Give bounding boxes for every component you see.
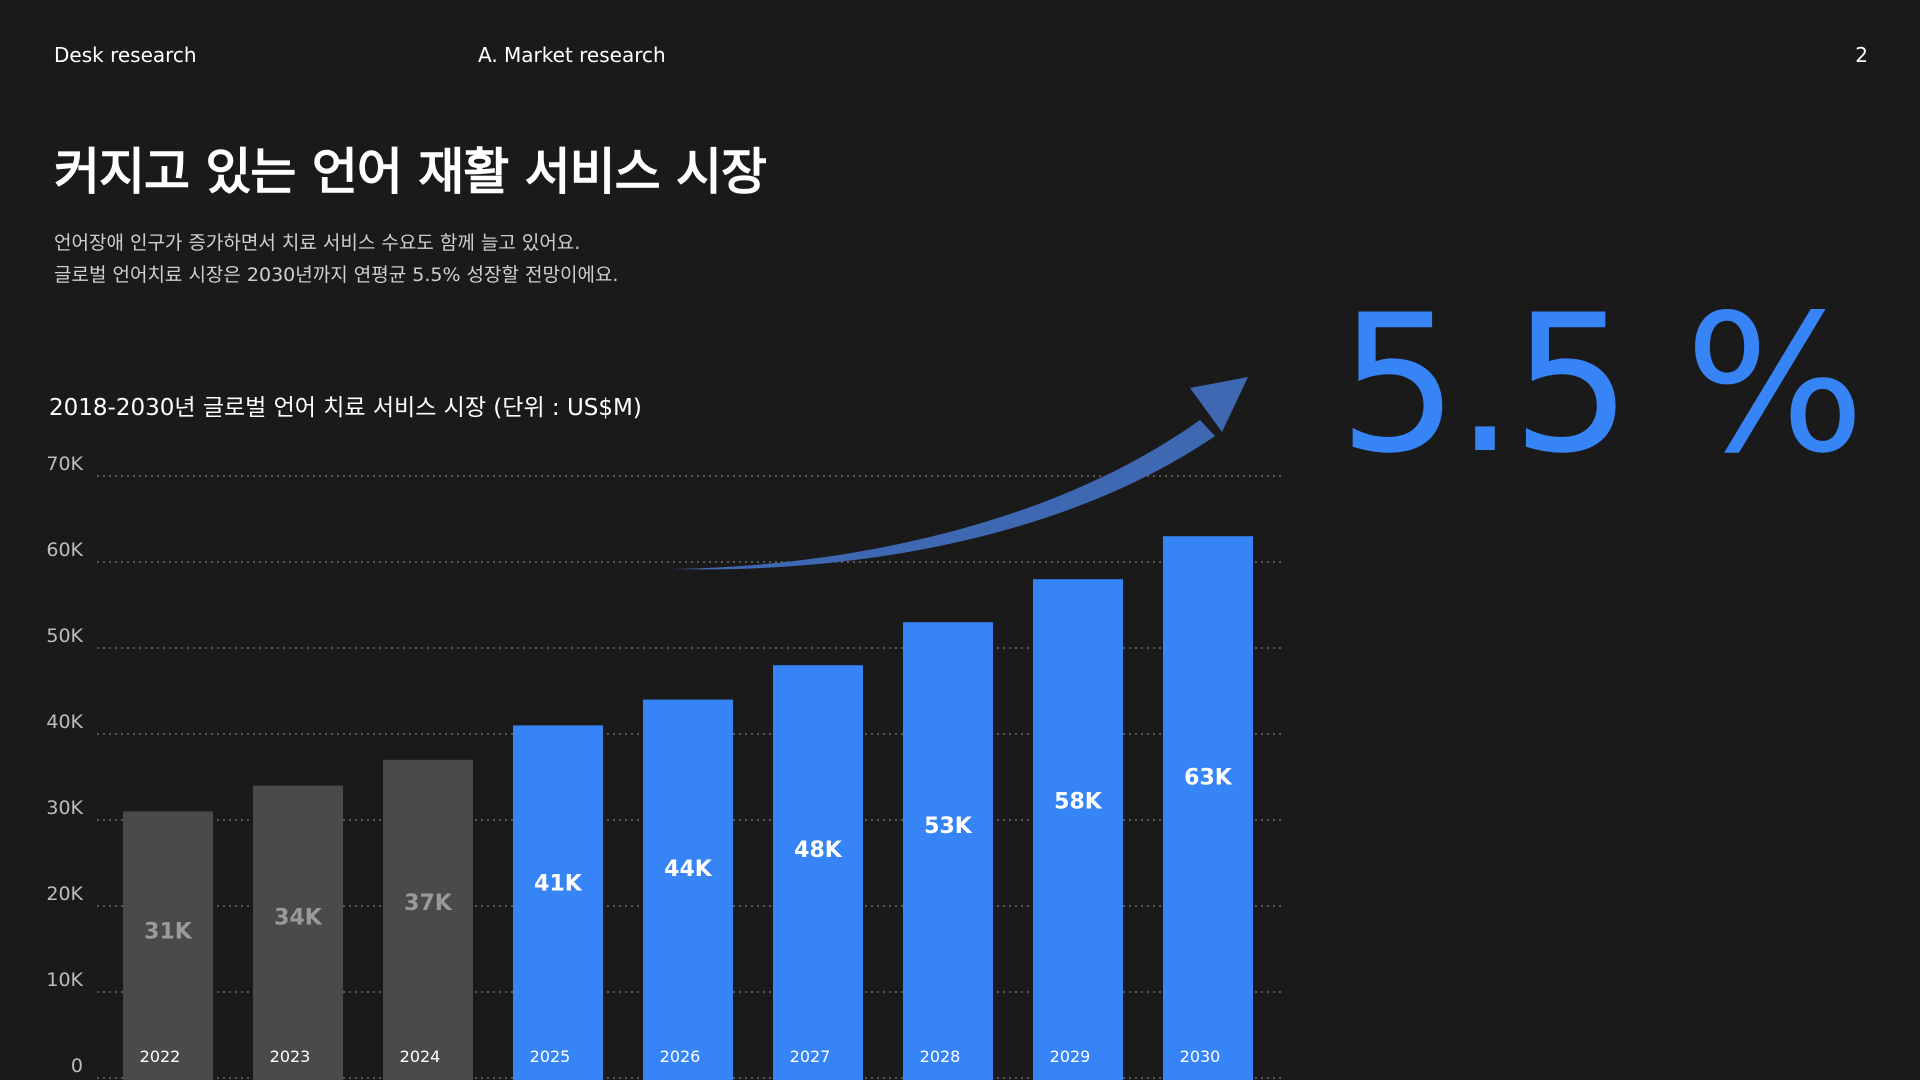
y-tick-label: 60K bbox=[46, 539, 83, 561]
y-tick-label: 20K bbox=[46, 883, 83, 905]
x-axis-tick-labels: 2022 2023 2024 2025 2026 2027 2028 2029 2030 bbox=[140, 1047, 1221, 1066]
x-tick-label-2030: 2030 bbox=[1180, 1047, 1221, 1066]
data-label-2030: 63K bbox=[1184, 766, 1233, 791]
description: 언어장애 인구가 증가하면서 치료 서비스 수요도 함께 늘고 있어요. 글로벌… bbox=[54, 227, 618, 291]
y-tick-label: 10K bbox=[46, 969, 83, 991]
page-number: 2 bbox=[1855, 43, 1868, 67]
data-label-2022: 31K bbox=[144, 920, 193, 945]
header-desk-research: Desk research bbox=[54, 43, 197, 67]
y-axis-tick-labels: 0 10K 20K 30K 40K 50K 60K 70K bbox=[46, 453, 83, 1077]
y-tick-label: 40K bbox=[46, 711, 83, 733]
data-label-2028: 53K bbox=[924, 814, 973, 839]
bar-2023 bbox=[253, 785, 343, 1080]
bar-2026 bbox=[643, 699, 733, 1080]
y-tick-label: 50K bbox=[46, 625, 83, 647]
description-line-1: 언어장애 인구가 증가하면서 치료 서비스 수요도 함께 늘고 있어요. bbox=[54, 232, 581, 254]
bar-2030 bbox=[1163, 536, 1253, 1080]
header-section: A. Market research bbox=[478, 43, 666, 67]
bar-2027 bbox=[773, 665, 863, 1080]
x-tick-label-2024: 2024 bbox=[400, 1047, 441, 1066]
data-label-2029: 58K bbox=[1054, 790, 1103, 815]
bar-2022 bbox=[123, 811, 213, 1080]
growth-arrow-head bbox=[1190, 377, 1248, 432]
data-label-2027: 48K bbox=[794, 838, 843, 863]
data-label-2024: 37K bbox=[404, 891, 453, 916]
x-tick-label-2027: 2027 bbox=[790, 1047, 831, 1066]
y-tick-label: 0 bbox=[71, 1055, 83, 1077]
x-tick-label-2028: 2028 bbox=[920, 1047, 961, 1066]
data-label-2023: 34K bbox=[274, 905, 323, 930]
description-line-2: 글로벌 언어치료 시장은 2030년까지 연평균 5.5% 성장할 전망이에요. bbox=[54, 264, 619, 286]
bar-2029 bbox=[1033, 579, 1123, 1080]
bar-2024 bbox=[383, 759, 473, 1080]
growth-arrow bbox=[672, 377, 1248, 570]
bar-2025 bbox=[513, 725, 603, 1080]
data-labels: 31K 34K 37K 41K 44K 48K 53K 58K 63K bbox=[144, 766, 1233, 945]
bar-2028 bbox=[903, 622, 993, 1080]
bars bbox=[123, 536, 1253, 1080]
growth-arrow-body bbox=[672, 420, 1215, 570]
y-tick-label: 70K bbox=[46, 453, 83, 475]
x-tick-label-2023: 2023 bbox=[270, 1047, 311, 1066]
y-tick-label: 30K bbox=[46, 797, 83, 819]
x-tick-label-2029: 2029 bbox=[1050, 1047, 1091, 1066]
x-tick-label-2025: 2025 bbox=[530, 1047, 571, 1066]
x-tick-label-2026: 2026 bbox=[660, 1047, 701, 1066]
page-title: 커지고 있는 언어 재활 서비스 시장 bbox=[54, 143, 767, 201]
data-label-2025: 41K bbox=[534, 872, 583, 897]
data-label-2026: 44K bbox=[664, 857, 713, 882]
chart-title: 2018-2030년 글로벌 언어 치료 서비스 시장 (단위 : US$M) bbox=[49, 395, 642, 421]
growth-rate-highlight: 5.5 % bbox=[1338, 274, 1865, 495]
x-tick-label-2022: 2022 bbox=[140, 1047, 181, 1066]
